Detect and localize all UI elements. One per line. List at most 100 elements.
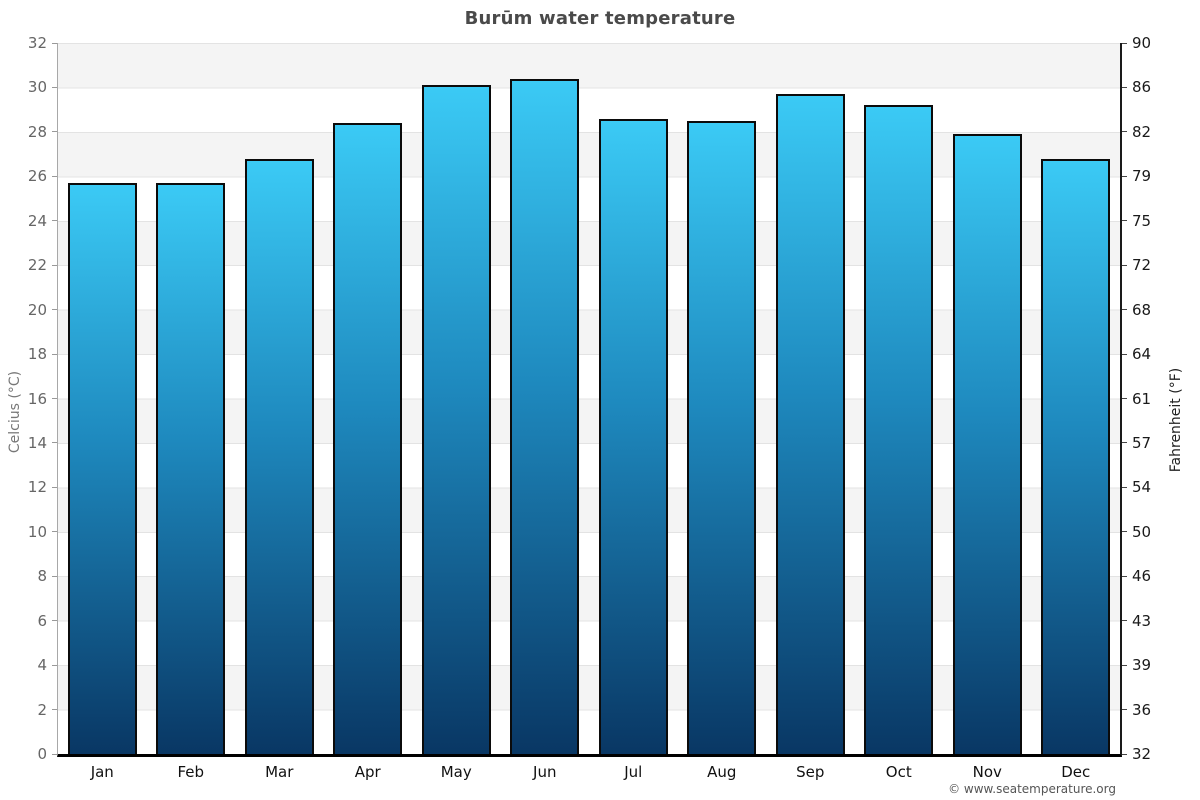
bars-container [58, 43, 1120, 754]
y-tick-mark [52, 264, 57, 266]
bar-slot [589, 43, 678, 754]
y-tick-mark [1122, 531, 1127, 533]
y-tick-mark [52, 442, 57, 444]
y-tick-mark [1122, 442, 1127, 444]
bar-oct [864, 105, 934, 754]
plot-area [57, 43, 1122, 757]
y-tick-mark [52, 486, 57, 488]
y-tick-label: 0 [37, 745, 47, 763]
bar-apr [333, 123, 403, 754]
x-tick-label-nov: Nov [972, 763, 1002, 781]
x-tick-label-apr: Apr [354, 763, 381, 781]
bar-nov [952, 134, 1022, 754]
y-tick-mark [1122, 753, 1127, 755]
y-tick-mark [1122, 220, 1127, 222]
bar-sep [775, 94, 845, 754]
bar-dec [1041, 158, 1111, 754]
bar-slot [235, 43, 324, 754]
y-tick-label: 72 [1132, 256, 1152, 275]
y-tick-label: 90 [1132, 34, 1152, 52]
y-tick-label: 8 [37, 567, 47, 586]
x-tick-label-mar: Mar [265, 763, 294, 781]
y-tick-label: 12 [27, 478, 47, 497]
bar-slot [412, 43, 501, 754]
y-tick-mark [1122, 42, 1127, 44]
y-tick-label: 68 [1132, 300, 1152, 319]
bar-jan [67, 183, 137, 754]
copyright-text: © www.seatemperature.org [948, 782, 1116, 796]
bar-jun [510, 78, 580, 754]
y-tick-label: 75 [1132, 211, 1152, 230]
bar-slot [58, 43, 147, 754]
y-axis-left: 0 2 4 6 8 10 12 14 16 18 20 22 24 26 28 30 32 [0, 34, 57, 763]
y-tick-mark [52, 531, 57, 533]
y-tick-mark [52, 575, 57, 577]
y-tick-mark [1122, 664, 1127, 666]
y-tick-mark [1122, 709, 1127, 711]
y-tick-label: 16 [27, 389, 47, 408]
bar-slot [678, 43, 767, 754]
y-tick-label: 24 [27, 211, 47, 230]
y-tick-label: 18 [27, 345, 47, 364]
y-axis-right: 32 36 39 43 46 50 54 57 61 64 68 72 75 79 82 86 90 [1122, 34, 1198, 763]
y-tick-label: 22 [27, 256, 47, 275]
y-tick-label: 32 [1132, 745, 1152, 763]
y-tick-label: 39 [1132, 656, 1152, 675]
y-tick-label: 20 [27, 300, 47, 319]
y-tick-mark [52, 620, 57, 622]
bar-may [421, 85, 491, 754]
bar-slot [147, 43, 236, 754]
x-tick-label-dec: Dec [1061, 763, 1091, 781]
x-axis: Jan Feb Mar Apr May Jun Jul Aug Sep Oct Nov Dec [58, 763, 1120, 781]
bar-slot [766, 43, 855, 754]
bar-feb [156, 183, 226, 754]
y-tick-label: 4 [37, 656, 47, 675]
y-tick-label: 61 [1132, 389, 1152, 408]
y-tick-mark [1122, 309, 1127, 311]
bar-slot [1032, 43, 1121, 754]
x-tick-label-jul: Jul [624, 763, 643, 781]
y-tick-mark [52, 42, 57, 44]
y-tick-mark [1122, 86, 1127, 88]
y-tick-label: 6 [37, 611, 47, 630]
bar-jul [598, 118, 668, 754]
bar-slot [855, 43, 944, 754]
x-tick-label-may: May [440, 763, 472, 781]
y-tick-label: 50 [1132, 522, 1152, 541]
bar-mar [244, 158, 314, 754]
y-tick-label: 2 [37, 700, 47, 719]
bar-slot [943, 43, 1032, 754]
y-tick-mark [52, 398, 57, 399]
y-tick-mark [52, 753, 57, 755]
y-tick-label: 14 [27, 433, 47, 452]
y-tick-mark [1122, 620, 1127, 622]
y-tick-label: 32 [27, 34, 47, 52]
y-tick-label: 57 [1132, 433, 1152, 452]
y-tick-label: 43 [1132, 611, 1152, 630]
bar-slot [324, 43, 413, 754]
y-tick-mark [52, 353, 57, 355]
y-tick-mark [1122, 131, 1127, 133]
y-tick-label: 28 [27, 122, 47, 141]
chart-title: Burūm water temperature [464, 8, 736, 29]
y-tick-mark [1122, 398, 1127, 399]
y-tick-label: 64 [1132, 345, 1152, 364]
y-tick-label: 46 [1132, 567, 1152, 586]
x-tick-label-oct: Oct [885, 763, 912, 781]
y-tick-mark [52, 220, 57, 222]
y-tick-mark [52, 709, 57, 711]
y-tick-mark [52, 664, 57, 666]
y-tick-label: 79 [1132, 167, 1152, 186]
y-tick-mark [1122, 353, 1127, 355]
y-tick-mark [1122, 486, 1127, 488]
y-tick-mark [1122, 575, 1127, 577]
y-tick-mark [1122, 175, 1127, 177]
y-tick-mark [52, 309, 57, 311]
y-tick-mark [52, 175, 57, 177]
x-tick-label-feb: Feb [177, 763, 205, 781]
x-tick-label-jun: Jun [533, 763, 557, 781]
x-tick-label-aug: Aug [707, 763, 737, 781]
bar-aug [687, 121, 757, 754]
y-tick-mark [52, 86, 57, 88]
